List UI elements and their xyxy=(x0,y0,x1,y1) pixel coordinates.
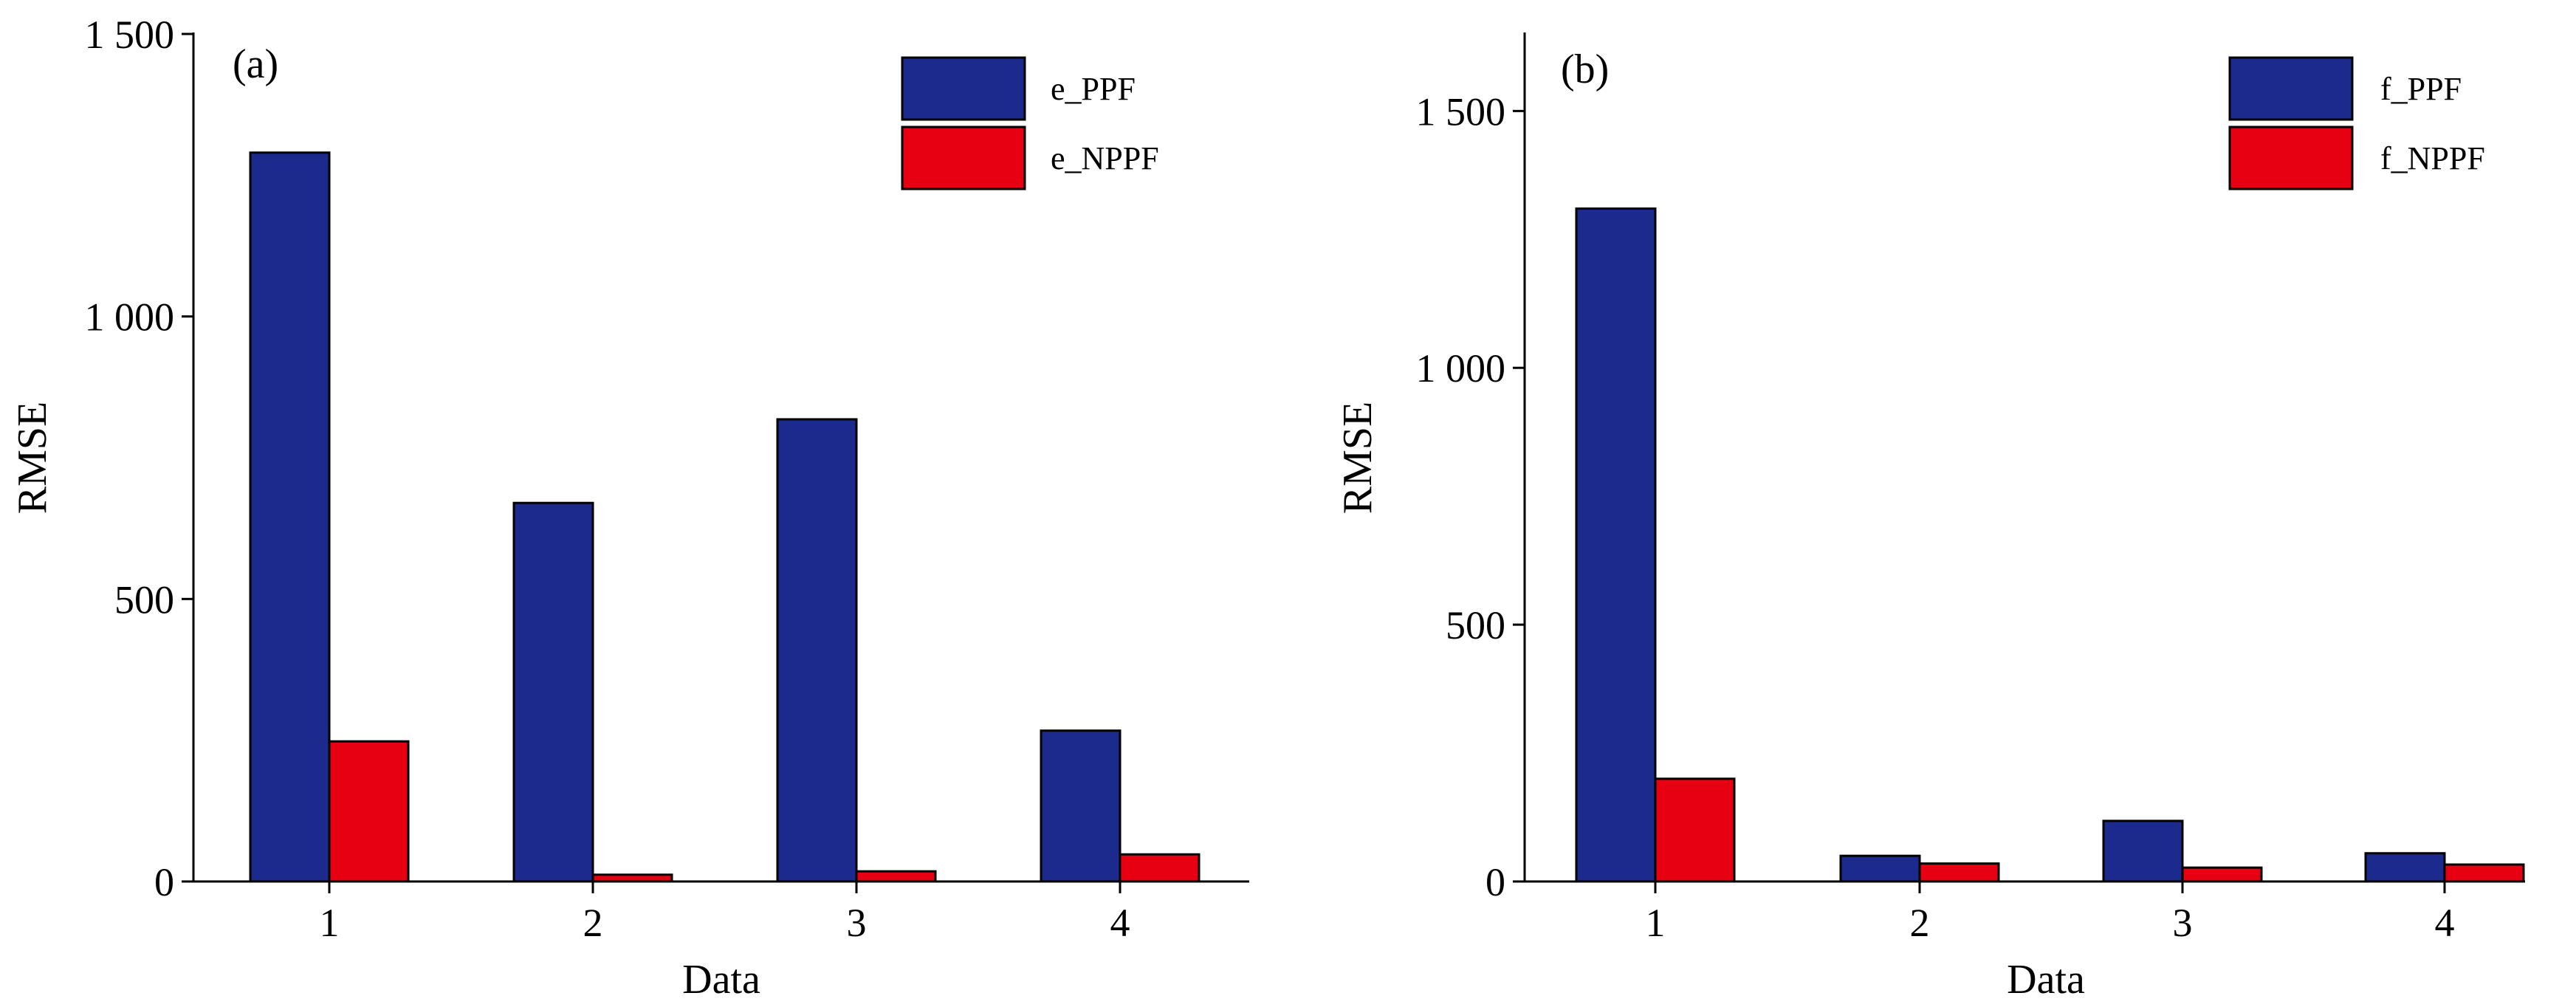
y-tick-label: 1 500 xyxy=(85,13,175,57)
y-tick-label: 500 xyxy=(1446,603,1505,647)
x-axis-title: Data xyxy=(682,957,760,1003)
bar-e_PPF-3 xyxy=(776,418,858,883)
legend-label-f_NPPF: f_NPPF xyxy=(2380,140,2485,176)
bar-f_NPPF-1 xyxy=(1654,777,1736,883)
x-tick-label: 1 xyxy=(1646,901,1666,945)
x-axis-title: Data xyxy=(2007,957,2085,1003)
x-tick-label: 1 xyxy=(320,901,340,945)
bar-e_NPPF-4 xyxy=(1119,853,1201,883)
x-tick-label: 2 xyxy=(1910,901,1930,945)
bar-f_NPPF-2 xyxy=(1918,862,2000,883)
y-axis-title: RMSE xyxy=(10,402,55,515)
legend-label-f_PPF: f_PPF xyxy=(2380,71,2462,107)
x-tick-label: 3 xyxy=(847,901,867,945)
y-tick-label: 0 xyxy=(1486,860,1505,904)
bar-e_PPF-1 xyxy=(249,151,331,883)
chart-panel-b: 0 500 1 000 1 500 1 2 3 4 Data RMSE (b) f_PPF f_NPPF xyxy=(1335,32,2525,1003)
bar-e_PPF-4 xyxy=(1040,729,1122,883)
legend-swatch-e_NPPF xyxy=(901,126,1026,190)
bar-f_PPF-2 xyxy=(1839,854,1921,883)
bar-e_NPPF-1 xyxy=(328,740,410,883)
legend-swatch-f_PPF xyxy=(2228,56,2354,121)
legend-swatch-e_PPF xyxy=(901,56,1026,121)
panel-label: (a) xyxy=(233,41,278,87)
x-tick-label: 4 xyxy=(1110,901,1130,945)
x-tick-label: 2 xyxy=(583,901,603,945)
chart-panel-a: 0 500 1 000 1 500 1 2 3 4 Data RMSE (a) e_PPF e_NPPF xyxy=(10,13,1249,1003)
legend-label-e_NPPF: e_NPPF xyxy=(1051,140,1159,176)
y-tick-label: 1 000 xyxy=(85,295,175,340)
bar-f_PPF-1 xyxy=(1575,207,1657,883)
bar-f_NPPF-4 xyxy=(2443,863,2525,883)
y-tick-label: 500 xyxy=(114,577,174,622)
y-tick-label: 0 xyxy=(154,860,174,904)
x-tick-label: 4 xyxy=(2435,901,2455,945)
legend-swatch-f_NPPF xyxy=(2228,126,2354,190)
y-tick-label: 1 000 xyxy=(1416,346,1506,391)
panel-label: (b) xyxy=(1561,47,1609,92)
legend-label-e_PPF: e_PPF xyxy=(1051,71,1136,107)
bar-e_PPF-2 xyxy=(512,501,594,883)
y-axis-title: RMSE xyxy=(1335,402,1381,515)
bar-e_NPPF-3 xyxy=(855,870,937,883)
bar-f_NPPF-3 xyxy=(2181,866,2263,883)
x-tick-label: 3 xyxy=(2173,901,2193,945)
bar-f_PPF-4 xyxy=(2364,852,2446,883)
y-tick-label: 1 500 xyxy=(1416,89,1506,134)
bar-f_PPF-3 xyxy=(2102,819,2184,883)
